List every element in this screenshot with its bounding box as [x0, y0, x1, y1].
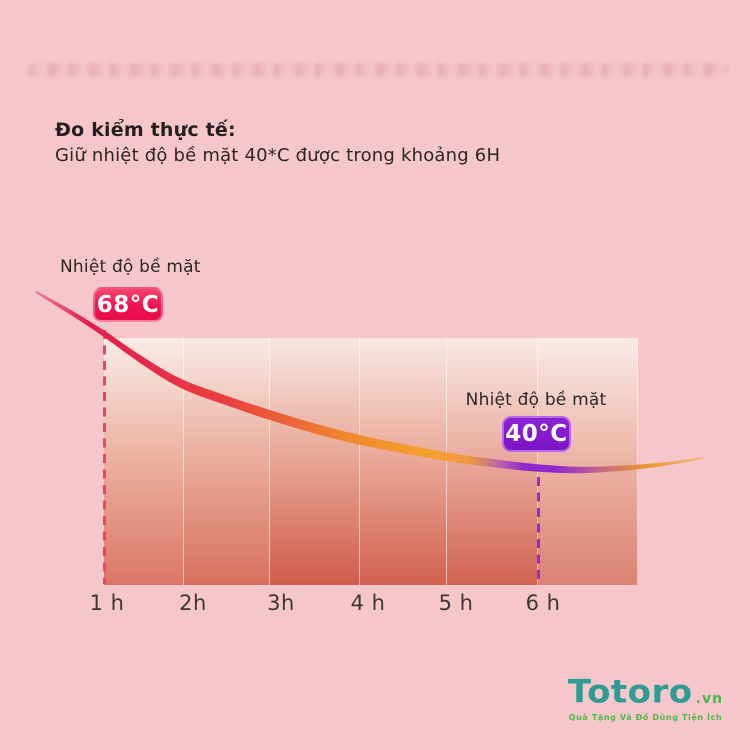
x-tick-2h: 2h: [179, 591, 207, 615]
chart-plot-area: [104, 338, 638, 585]
brand-watermark: Totoro.vn Quà Tặng Và Đồ Dùng Tiện Ích: [563, 672, 728, 722]
surface-temp-label-left: Nhiệt độ bề mặt: [60, 257, 201, 277]
chart-band: [270, 338, 360, 585]
brand-tagline: Quà Tặng Và Đồ Dùng Tiện Ích: [563, 713, 728, 722]
chart-band: [538, 338, 638, 585]
temp-badge-40: 40°C: [502, 416, 571, 452]
chart-band: [184, 338, 270, 585]
chart-band: [104, 338, 184, 585]
page-title: Đo kiểm thực tế:: [55, 119, 236, 141]
page-subtitle: Giữ nhiệt độ bề mặt 40*C được trong khoả…: [55, 145, 500, 166]
x-tick-5h: 5 h: [439, 591, 474, 615]
infographic-canvas: Đo kiểm thực tế: Giữ nhiệt độ bề mặt 40*…: [0, 0, 750, 750]
brand-domain-text: .vn: [696, 691, 723, 707]
chart-band: [360, 338, 447, 585]
ghost-watermark-strip: [28, 63, 728, 77]
surface-temp-label-right: Nhiệt độ bề mặt: [466, 390, 607, 410]
x-tick-1h: 1 h: [90, 591, 125, 615]
x-tick-4h: 4 h: [351, 591, 386, 615]
temp-badge-68: 68°C: [93, 287, 163, 322]
chart-band: [447, 338, 538, 585]
brand-logo-text: Totoro: [568, 673, 693, 711]
x-tick-3h: 3h: [267, 591, 295, 615]
x-tick-6h: 6 h: [526, 591, 561, 615]
